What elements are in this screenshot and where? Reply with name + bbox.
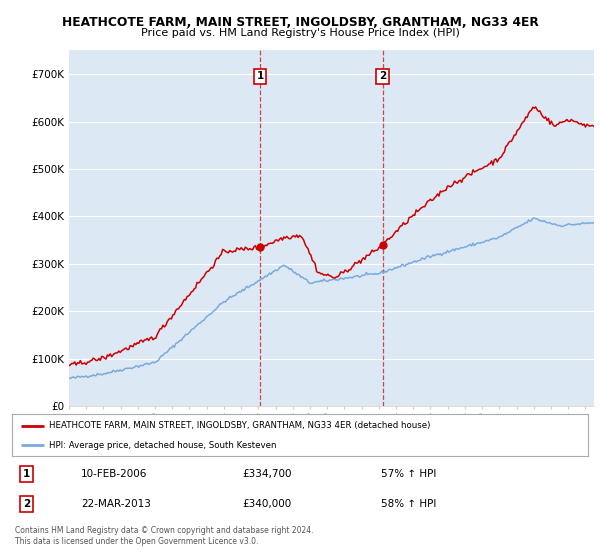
Text: HPI: Average price, detached house, South Kesteven: HPI: Average price, detached house, Sout… bbox=[49, 441, 277, 450]
Text: 1: 1 bbox=[257, 72, 264, 81]
Text: 22-MAR-2013: 22-MAR-2013 bbox=[81, 500, 151, 510]
Text: 1: 1 bbox=[23, 469, 30, 479]
Text: 58% ↑ HPI: 58% ↑ HPI bbox=[380, 500, 436, 510]
Text: 57% ↑ HPI: 57% ↑ HPI bbox=[380, 469, 436, 479]
Text: HEATHCOTE FARM, MAIN STREET, INGOLDSBY, GRANTHAM, NG33 4ER (detached house): HEATHCOTE FARM, MAIN STREET, INGOLDSBY, … bbox=[49, 421, 431, 430]
Text: 2: 2 bbox=[379, 72, 386, 81]
Text: Price paid vs. HM Land Registry's House Price Index (HPI): Price paid vs. HM Land Registry's House … bbox=[140, 28, 460, 38]
Text: HEATHCOTE FARM, MAIN STREET, INGOLDSBY, GRANTHAM, NG33 4ER: HEATHCOTE FARM, MAIN STREET, INGOLDSBY, … bbox=[62, 16, 538, 29]
Text: 10-FEB-2006: 10-FEB-2006 bbox=[81, 469, 148, 479]
Text: £340,000: £340,000 bbox=[242, 500, 292, 510]
Text: £334,700: £334,700 bbox=[242, 469, 292, 479]
Text: 2: 2 bbox=[23, 500, 30, 510]
Text: Contains HM Land Registry data © Crown copyright and database right 2024.
This d: Contains HM Land Registry data © Crown c… bbox=[15, 526, 314, 546]
